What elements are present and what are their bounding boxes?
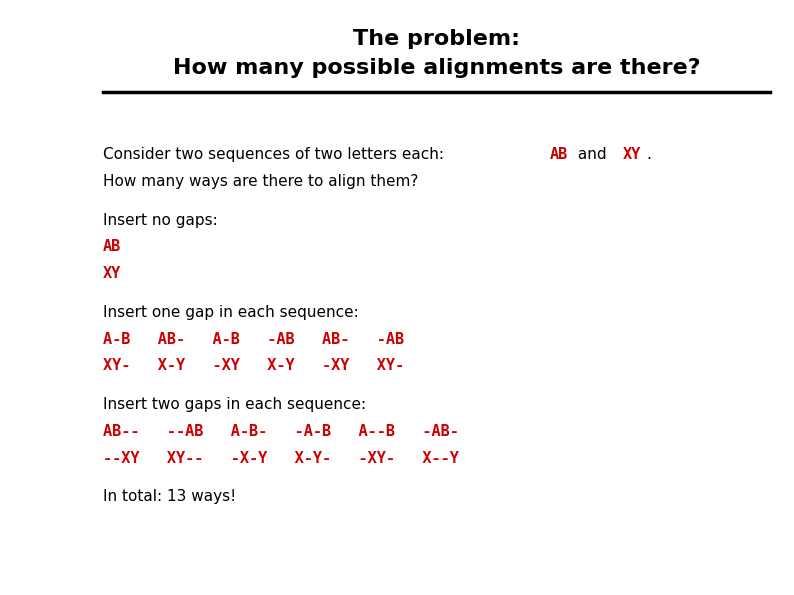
Text: The problem:: The problem: [353,29,520,49]
Text: Consider two sequences of two letters each:: Consider two sequences of two letters ea… [103,147,449,162]
Text: Insert two gaps in each sequence:: Insert two gaps in each sequence: [103,397,366,412]
Text: .: . [646,147,651,162]
Text: AB: AB [549,147,568,162]
Text: and: and [573,147,611,162]
Text: AB: AB [103,239,121,255]
Text: Insert no gaps:: Insert no gaps: [103,212,218,228]
Text: AB--   --AB   A-B-   -A-B   A--B   -AB-: AB-- --AB A-B- -A-B A--B -AB- [103,424,459,439]
Text: A-B   AB-   A-B   -AB   AB-   -AB: A-B AB- A-B -AB AB- -AB [103,331,404,347]
Text: In total: 13 ways!: In total: 13 ways! [103,489,237,505]
Text: XY-   X-Y   -XY   X-Y   -XY   XY-: XY- X-Y -XY X-Y -XY XY- [103,358,404,374]
Text: How many ways are there to align them?: How many ways are there to align them? [103,174,418,189]
Text: Insert one gap in each sequence:: Insert one gap in each sequence: [103,305,359,320]
Text: XY: XY [622,147,641,162]
Text: How many possible alignments are there?: How many possible alignments are there? [173,58,700,79]
Text: XY: XY [103,266,121,281]
Text: --XY   XY--   -X-Y   X-Y-   -XY-   X--Y: --XY XY-- -X-Y X-Y- -XY- X--Y [103,450,459,466]
